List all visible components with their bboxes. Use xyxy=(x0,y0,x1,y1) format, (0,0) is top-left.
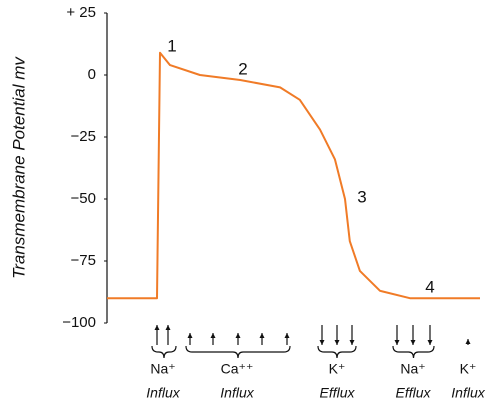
ion-arrowhead xyxy=(259,333,265,338)
ion-arrowhead xyxy=(319,340,325,345)
flux-label: Influx xyxy=(146,385,180,401)
phase-label: 4 xyxy=(425,277,434,296)
y-tick-label: −50 xyxy=(71,190,96,207)
ion-label: Na⁺ xyxy=(400,361,425,377)
y-tick-label: −75 xyxy=(71,252,96,269)
ion-brace xyxy=(185,345,291,359)
ion-arrowhead xyxy=(284,333,290,338)
flux-label: Influx xyxy=(451,385,485,401)
ion-label: K⁺ xyxy=(329,361,346,377)
y-axis-label: Transmembrane Potential mv xyxy=(9,56,28,279)
ion-arrowhead xyxy=(410,340,416,345)
ion-arrowhead xyxy=(165,325,171,330)
ion-label: K⁺ xyxy=(460,361,477,377)
ion-arrowhead xyxy=(187,333,193,338)
ion-brace xyxy=(317,345,357,359)
phase-label: 1 xyxy=(167,36,176,55)
ion-brace xyxy=(151,345,177,359)
y-tick-label: −25 xyxy=(71,128,96,145)
y-tick-label: 0 xyxy=(88,66,96,83)
ion-arrowhead xyxy=(465,339,471,344)
ion-arrowhead xyxy=(427,340,433,345)
y-tick-label: −100 xyxy=(62,314,96,331)
ion-label: Na⁺ xyxy=(150,361,175,377)
ion-arrowhead xyxy=(349,340,355,345)
flux-label: Influx xyxy=(220,385,254,401)
flux-label: Efflux xyxy=(395,385,431,401)
ion-arrowhead xyxy=(334,340,340,345)
ion-arrowhead xyxy=(210,333,216,338)
y-tick-label: + 25 xyxy=(66,4,96,21)
ion-arrowhead xyxy=(154,325,160,330)
ion-arrowhead xyxy=(235,333,241,338)
ion-brace xyxy=(392,345,435,359)
ion-label: Ca⁺⁺ xyxy=(221,361,254,377)
phase-label: 2 xyxy=(238,59,247,78)
action-potential-line xyxy=(107,51,480,300)
phase-label: 3 xyxy=(357,187,366,206)
ion-arrowhead xyxy=(394,340,400,345)
flux-label: Efflux xyxy=(319,385,355,401)
